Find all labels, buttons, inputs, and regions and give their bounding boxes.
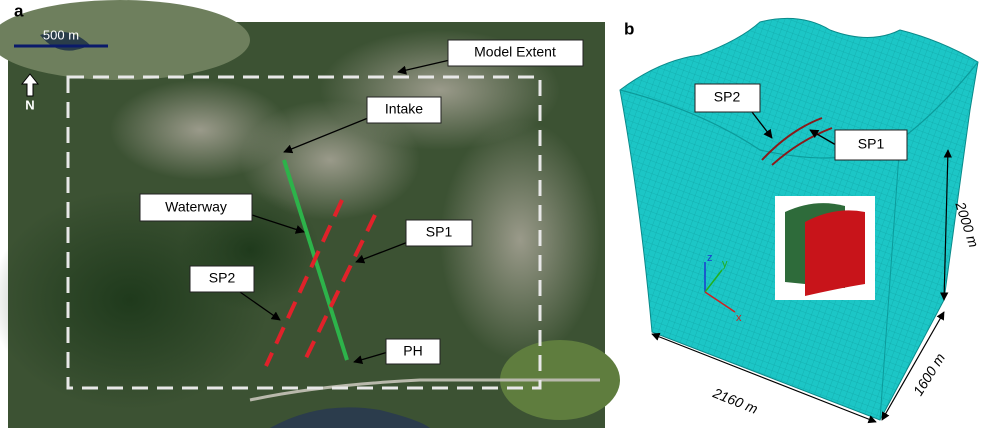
- page: {"panels": { "a": {"label": "a", "scale_…: [0, 0, 986, 432]
- callout: Intake: [385, 101, 423, 117]
- callout: Model Extent: [474, 44, 556, 60]
- callout: SP2: [209, 270, 236, 286]
- dimension-label: 2000 m: [952, 199, 982, 250]
- dimension-label: 1600 m: [910, 350, 948, 398]
- axis-label: x: [736, 312, 742, 324]
- inset-sp1: [805, 210, 865, 296]
- panel-label: b: [624, 19, 634, 38]
- callout: PH: [403, 343, 422, 359]
- callout: SP1: [858, 136, 885, 152]
- panel-label: a: [14, 1, 24, 20]
- callout: SP1: [426, 224, 453, 240]
- axis-label: z: [707, 252, 713, 264]
- figure: a 500 m N Model Extent Intake Waterway S…: [0, 0, 986, 432]
- axis-label: y: [722, 258, 728, 270]
- terrain: [0, 0, 250, 80]
- callout: SP2: [714, 89, 741, 105]
- north-label: N: [25, 97, 34, 112]
- body: a 500 m N Model Extent Intake Waterway S…: [0, 0, 986, 432]
- terrain: [110, 80, 290, 180]
- callout: Waterway: [165, 199, 227, 215]
- scale-label: 500 m: [43, 27, 79, 42]
- dimension-label: 2160 m: [710, 384, 761, 417]
